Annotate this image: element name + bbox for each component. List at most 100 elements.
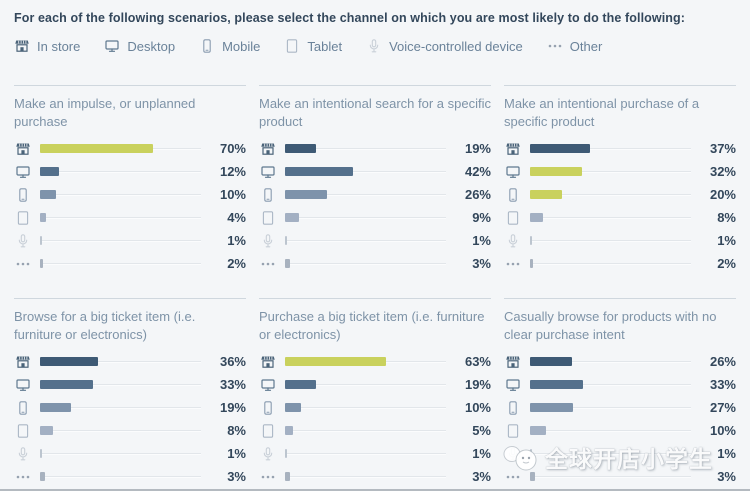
bar-fill bbox=[285, 426, 294, 435]
bar-track bbox=[530, 406, 691, 409]
bar-value: 12% bbox=[219, 164, 246, 179]
bar-fill bbox=[285, 357, 387, 366]
bar-track bbox=[285, 475, 446, 478]
desktop-icon bbox=[14, 164, 31, 180]
bar-value: 3% bbox=[717, 469, 736, 484]
desktop-icon bbox=[104, 38, 120, 54]
bar-track bbox=[530, 239, 691, 242]
legend-label: Mobile bbox=[222, 38, 261, 54]
legend-item-mobile: Mobile bbox=[199, 38, 260, 54]
mobile-icon bbox=[259, 400, 276, 416]
bar-value: 1% bbox=[717, 233, 736, 248]
bar-area bbox=[530, 403, 691, 413]
bar-track bbox=[530, 147, 691, 150]
ellipsis-icon bbox=[14, 256, 31, 272]
bar-row-tablet: 5% bbox=[259, 419, 491, 442]
tablet-icon bbox=[284, 38, 300, 54]
bar-fill bbox=[285, 213, 300, 222]
bar-fill bbox=[285, 144, 316, 153]
mobile-icon bbox=[504, 187, 521, 203]
bar-fill bbox=[530, 167, 582, 176]
bar-value: 26% bbox=[709, 354, 736, 369]
mobile-icon bbox=[14, 400, 31, 416]
bar-value: 8% bbox=[227, 423, 246, 438]
bar-track bbox=[530, 216, 691, 219]
bar-value: 26% bbox=[464, 187, 491, 202]
chart-panel: Make an intentional search for a specifi… bbox=[259, 85, 491, 275]
bar-value: 1% bbox=[717, 446, 736, 461]
panel-title: Make an intentional search for a specifi… bbox=[259, 96, 491, 129]
bar-fill bbox=[40, 449, 42, 458]
bar-value: 3% bbox=[227, 469, 246, 484]
mobile-icon bbox=[259, 187, 276, 203]
bar-area bbox=[530, 236, 691, 246]
bar-track bbox=[530, 475, 691, 478]
bar-value: 63% bbox=[464, 354, 491, 369]
bar-row-desktop: 19% bbox=[259, 373, 491, 396]
bar-fill bbox=[285, 380, 316, 389]
ellipsis-icon bbox=[504, 256, 521, 272]
storefront-icon bbox=[259, 354, 276, 370]
bar-row-desktop: 32% bbox=[504, 160, 736, 183]
bar-value: 9% bbox=[472, 210, 491, 225]
bar-area bbox=[285, 236, 446, 246]
legend-item-tablet: Tablet bbox=[284, 38, 342, 54]
bar-row-in_store: 19% bbox=[259, 137, 491, 160]
storefront-icon bbox=[14, 38, 30, 54]
chart-panel: Browse for a big ticket item (i.e. furni… bbox=[14, 298, 246, 488]
bar-row-other: 2% bbox=[504, 252, 736, 275]
bar-track bbox=[530, 360, 691, 363]
bar-row-desktop: 33% bbox=[14, 373, 246, 396]
bar-track bbox=[285, 383, 446, 386]
bar-value: 10% bbox=[464, 400, 491, 415]
bar-track bbox=[40, 383, 201, 386]
storefront-icon bbox=[14, 354, 31, 370]
chart-grid: Make an impulse, or unplanned purchase 70… bbox=[14, 85, 736, 488]
bar-fill bbox=[40, 167, 60, 176]
legend-label: Other bbox=[569, 38, 603, 54]
channel-legend: In store Desktop Mobile Tablet Voice-control… bbox=[14, 38, 736, 54]
tablet-icon bbox=[259, 210, 276, 226]
panel-title: Make an intentional purchase of a specif… bbox=[504, 96, 700, 129]
bar-fill bbox=[285, 472, 290, 481]
bar-fill bbox=[530, 380, 584, 389]
bar-row-in_store: 37% bbox=[504, 137, 736, 160]
bar-row-mobile: 20% bbox=[504, 183, 736, 206]
bar-track bbox=[40, 239, 201, 242]
bar-value: 10% bbox=[219, 187, 246, 202]
bar-track bbox=[40, 193, 201, 196]
bar-row-in_store: 70% bbox=[14, 137, 246, 160]
bar-row-in_store: 36% bbox=[14, 350, 246, 373]
bar-value: 70% bbox=[219, 141, 246, 156]
bar-fill bbox=[40, 144, 153, 153]
microphone-icon bbox=[14, 446, 31, 462]
bar-row-mobile: 10% bbox=[14, 183, 246, 206]
bar-fill bbox=[530, 213, 543, 222]
bar-value: 1% bbox=[472, 446, 491, 461]
bar-area bbox=[40, 357, 201, 367]
legend-label: Voice-controlled device bbox=[389, 38, 523, 54]
bar-track bbox=[40, 360, 201, 363]
bar-row-desktop: 42% bbox=[259, 160, 491, 183]
bar-area bbox=[40, 190, 201, 200]
bar-value: 10% bbox=[709, 423, 736, 438]
bar-value: 33% bbox=[219, 377, 246, 392]
bar-area bbox=[530, 380, 691, 390]
legend-item-other: Other bbox=[547, 38, 603, 54]
desktop-icon bbox=[259, 377, 276, 393]
chart-panel: Make an impulse, or unplanned purchase 70… bbox=[14, 85, 246, 275]
bar-area bbox=[530, 357, 691, 367]
bar-area bbox=[40, 259, 201, 269]
tablet-icon bbox=[14, 423, 31, 439]
bar-track bbox=[40, 475, 201, 478]
bar-value: 19% bbox=[219, 400, 246, 415]
tablet-icon bbox=[259, 423, 276, 439]
bar-value: 2% bbox=[227, 256, 246, 271]
chart-panel: Casually browse for products with no cle… bbox=[504, 298, 736, 488]
bar-area bbox=[285, 449, 446, 459]
storefront-icon bbox=[259, 141, 276, 157]
bar-track bbox=[40, 429, 201, 432]
bar-value: 36% bbox=[219, 354, 246, 369]
tablet-icon bbox=[504, 210, 521, 226]
bar-track bbox=[530, 383, 691, 386]
